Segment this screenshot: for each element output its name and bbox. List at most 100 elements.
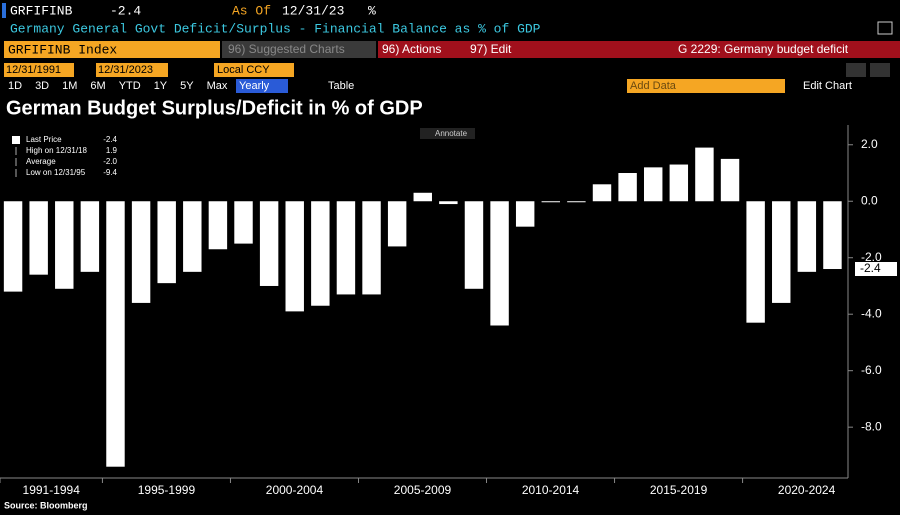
bar <box>311 201 330 306</box>
y-tick-label: -2.0 <box>861 250 882 264</box>
bar <box>413 192 432 202</box>
bar <box>772 201 791 303</box>
undo[interactable] <box>846 63 866 77</box>
security-box[interactable] <box>4 41 220 58</box>
bar <box>131 201 151 303</box>
start-date: 12/31/1991 <box>6 64 61 76</box>
range-button[interactable]: YTD <box>119 80 141 92</box>
ticker: GRFIFINB <box>10 3 73 18</box>
x-tick-label: 2010-2014 <box>522 483 580 497</box>
range-button[interactable]: 1M <box>62 80 77 92</box>
bar <box>336 201 356 295</box>
x-tick-label: 2015-2019 <box>650 483 708 497</box>
y-tick-label: 0.0 <box>861 193 878 207</box>
as-of-date: 12/31/23 <box>282 3 344 18</box>
bar <box>208 201 228 250</box>
bar <box>234 201 253 244</box>
bar <box>80 201 100 272</box>
redo[interactable] <box>870 63 890 77</box>
description: Germany General Govt Deficit/Surplus - F… <box>10 21 541 36</box>
end-date: 12/31/2023 <box>98 64 153 76</box>
source: Source: Bloomberg <box>4 500 88 510</box>
currency: Local CCY <box>217 64 270 76</box>
y-tick-label: 2.0 <box>861 137 878 151</box>
bar <box>29 201 48 275</box>
menu-bar <box>378 41 900 58</box>
end-date-box[interactable] <box>96 63 168 77</box>
legend-label: Low on 12/31/95 <box>26 168 86 177</box>
range-button[interactable]: 3D <box>35 80 49 92</box>
bar <box>387 201 407 247</box>
table-button[interactable]: Table <box>328 80 354 92</box>
y-tick-label: -4.0 <box>861 306 882 320</box>
bar <box>439 201 458 205</box>
legend-value: -2.0 <box>103 157 117 166</box>
bar <box>695 147 714 202</box>
annotate-button[interactable] <box>420 128 475 139</box>
add-data: Add Data <box>630 80 677 92</box>
bar <box>259 201 279 286</box>
marker <box>2 3 6 18</box>
legend-label: Average <box>26 157 56 166</box>
legend <box>8 130 120 178</box>
bar <box>3 201 23 292</box>
y-tick-label: -6.0 <box>861 363 882 377</box>
legend-swatch <box>12 136 20 144</box>
bar <box>55 201 74 289</box>
bar <box>797 201 817 272</box>
edit-chart[interactable]: Edit Chart <box>803 80 852 92</box>
chart-title: German Budget Surplus/Deficit in % of GD… <box>6 97 423 119</box>
suggested-button[interactable] <box>222 41 376 58</box>
bar <box>720 158 740 202</box>
actions-button[interactable]: 96) Actions <box>382 42 441 56</box>
bar <box>746 201 765 323</box>
suggested: 96) Suggested Charts <box>228 42 345 56</box>
bar <box>669 164 689 202</box>
y-tick-label: -8.0 <box>861 419 882 433</box>
legend-label: Last Price <box>26 135 62 144</box>
legend-label: High on 12/31/18 <box>26 146 87 155</box>
x-tick-label: 2020-2024 <box>778 483 836 497</box>
add-data-box[interactable] <box>627 79 785 93</box>
x-tick-label: 2005-2009 <box>394 483 452 497</box>
bar <box>567 201 586 203</box>
bar <box>285 201 304 312</box>
x-tick-label: 1995-1999 <box>138 483 196 497</box>
popout-icon[interactable] <box>877 21 893 35</box>
range-button[interactable]: 6M <box>90 80 105 92</box>
x-tick-label: 2000-2004 <box>266 483 324 497</box>
range-button[interactable]: 5Y <box>180 80 194 92</box>
bar <box>157 201 176 284</box>
bar <box>541 201 561 203</box>
last-tag <box>855 262 897 276</box>
unit: % <box>368 3 376 18</box>
range-button[interactable]: 1Y <box>154 80 168 92</box>
security: GRFIFINB Index <box>8 42 117 57</box>
bar <box>362 201 381 295</box>
range-button[interactable]: 1D <box>8 80 22 92</box>
chart-name: G 2229: Germany budget deficit <box>678 42 849 56</box>
last-value: -2.4 <box>110 3 141 18</box>
legend-value: -2.4 <box>103 135 117 144</box>
bar <box>106 201 125 467</box>
bar <box>592 184 612 202</box>
legend-value: -9.4 <box>103 168 117 177</box>
annotate: Annotate <box>435 129 468 138</box>
as-of-label: As Of <box>232 3 271 18</box>
legend-value: 1.9 <box>106 146 118 155</box>
period: Yearly <box>239 80 270 92</box>
start-date-box[interactable] <box>4 63 74 77</box>
x-tick-label: 1991-1994 <box>23 483 81 497</box>
currency-box[interactable] <box>214 63 294 77</box>
edit-button[interactable]: 97) Edit <box>470 42 512 56</box>
period-box[interactable] <box>236 79 288 93</box>
bar <box>515 201 535 227</box>
bar <box>183 201 202 272</box>
bar <box>464 201 484 289</box>
range-button[interactable]: Max <box>207 80 228 92</box>
bar <box>823 201 842 270</box>
bar <box>618 173 637 202</box>
bar <box>643 167 663 202</box>
last-tag-label: -2.4 <box>860 261 881 275</box>
